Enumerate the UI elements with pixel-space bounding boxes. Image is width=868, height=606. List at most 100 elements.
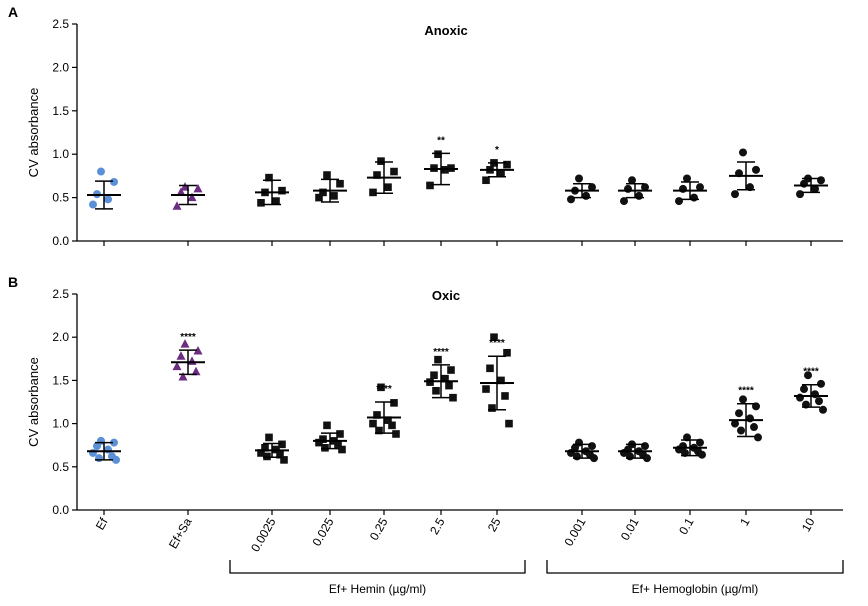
data-point bbox=[739, 148, 747, 157]
data-point bbox=[263, 452, 271, 461]
data-point bbox=[280, 456, 288, 464]
data-point bbox=[737, 426, 745, 435]
x-tick-label: 2.5 bbox=[427, 515, 448, 537]
x-tick-label: 0.25 bbox=[367, 515, 391, 543]
data-point bbox=[110, 438, 118, 447]
x-tick-label: 0.001 bbox=[561, 515, 588, 548]
data-point bbox=[819, 405, 827, 414]
chart-title: Oxic bbox=[432, 288, 460, 303]
data-point bbox=[172, 201, 182, 210]
data-point bbox=[501, 392, 509, 400]
y-tick-label: 2.0 bbox=[52, 330, 69, 344]
data-point bbox=[315, 193, 323, 202]
data-point bbox=[800, 385, 808, 394]
data-point bbox=[187, 356, 197, 365]
data-point bbox=[377, 383, 385, 392]
data-point bbox=[176, 351, 186, 360]
data-point bbox=[104, 445, 112, 454]
data-point bbox=[321, 443, 329, 452]
data-point bbox=[191, 366, 201, 376]
data-point bbox=[750, 423, 758, 432]
data-point bbox=[505, 419, 513, 428]
data-point bbox=[265, 173, 273, 182]
data-point bbox=[503, 160, 511, 169]
data-point bbox=[93, 442, 101, 451]
data-point bbox=[426, 181, 434, 190]
data-point bbox=[369, 419, 377, 428]
x-tick-label: 0.01 bbox=[618, 515, 642, 543]
data-point bbox=[265, 433, 273, 442]
group-brackets: Ef+ Hemin (µg/ml) Ef+ Hemoglobin (µg/ml) bbox=[229, 560, 844, 596]
y-axis-label: CV absorbance bbox=[26, 88, 41, 178]
data-point bbox=[698, 450, 706, 459]
group-bracket bbox=[546, 560, 844, 574]
x-tick-label: 0.1 bbox=[676, 515, 697, 537]
group-bracket bbox=[229, 560, 526, 574]
x-tick-label: Ef bbox=[93, 515, 111, 532]
panel-a-chart: A Anoxic CV absorbance 0.0 0.5 1.0 1.5 2.0 2.5 *… bbox=[8, 4, 843, 248]
data-point bbox=[635, 191, 643, 200]
data-point bbox=[739, 395, 747, 404]
significance-label: **** bbox=[433, 347, 449, 358]
data-point bbox=[811, 184, 819, 193]
x-tick-label: 0.0025 bbox=[248, 515, 279, 554]
data-point bbox=[315, 438, 323, 447]
data-point bbox=[193, 346, 203, 355]
data-point bbox=[588, 183, 596, 192]
x-tick-label: 0.025 bbox=[309, 515, 336, 548]
data-point bbox=[323, 421, 331, 430]
data-point bbox=[375, 426, 383, 435]
data-point bbox=[796, 190, 804, 199]
data-point bbox=[384, 416, 392, 424]
data-point bbox=[817, 176, 825, 185]
data-point bbox=[334, 440, 342, 449]
data-point bbox=[800, 179, 808, 188]
data-point bbox=[754, 433, 762, 442]
data-point bbox=[193, 183, 203, 193]
data-point bbox=[590, 454, 598, 463]
data-point bbox=[187, 192, 197, 202]
data-point bbox=[731, 190, 739, 199]
y-tick-label: 0.5 bbox=[52, 460, 69, 474]
data-point bbox=[434, 150, 442, 158]
data-point bbox=[319, 435, 327, 443]
data-point bbox=[112, 455, 120, 464]
y-tick-label: 1.5 bbox=[52, 373, 69, 387]
data-point bbox=[683, 174, 691, 183]
data-point bbox=[746, 414, 754, 423]
panel-b-letter: B bbox=[8, 274, 18, 290]
data-point bbox=[434, 355, 442, 364]
data-point bbox=[432, 386, 440, 395]
data-point bbox=[679, 184, 687, 193]
y-axis-label: CV absorbance bbox=[26, 357, 41, 447]
y-tick-label: 2.0 bbox=[52, 60, 69, 74]
x-tick-label: 25 bbox=[485, 515, 504, 534]
group-label: Ef+ Hemin (µg/ml) bbox=[329, 582, 426, 596]
data-point bbox=[643, 454, 651, 463]
significance-label: **** bbox=[180, 332, 196, 343]
y-tick-label: 1.5 bbox=[52, 104, 69, 118]
data-point bbox=[490, 333, 498, 341]
data-point bbox=[482, 176, 490, 185]
data-point bbox=[804, 371, 812, 380]
data-point bbox=[373, 411, 381, 419]
data-point bbox=[575, 174, 583, 183]
data-point bbox=[257, 199, 265, 207]
data-point bbox=[624, 184, 632, 193]
data-point bbox=[735, 409, 743, 418]
data-point bbox=[573, 452, 581, 461]
data-point bbox=[441, 374, 449, 383]
x-tick-label: Ef+Sa bbox=[166, 515, 195, 551]
y-tick-label: 0.0 bbox=[52, 503, 69, 517]
data-point bbox=[97, 167, 105, 176]
data-point bbox=[178, 371, 188, 381]
panel-b-chart: B Oxic CV absorbance 0.0 0.5 1.0 1.5 2.0 2.5 ***… bbox=[8, 274, 843, 517]
data-point bbox=[488, 404, 496, 412]
data-point bbox=[338, 445, 346, 454]
data-point bbox=[390, 167, 398, 176]
data-point bbox=[278, 440, 286, 449]
data-point bbox=[384, 183, 392, 191]
data-point bbox=[811, 390, 819, 399]
data-point bbox=[696, 183, 704, 192]
